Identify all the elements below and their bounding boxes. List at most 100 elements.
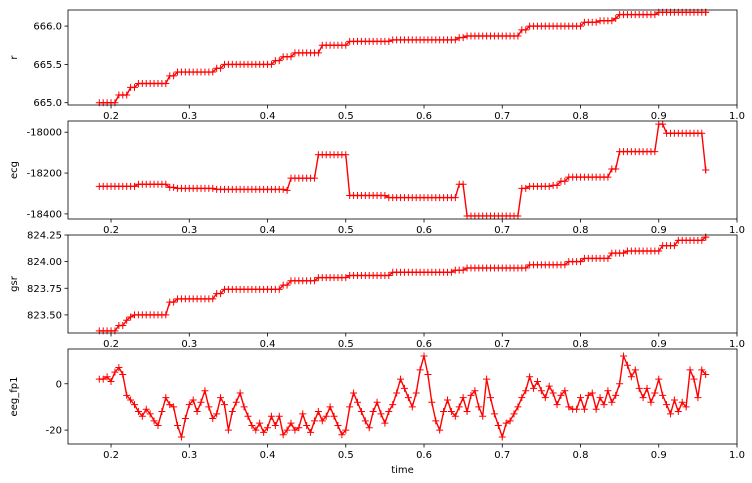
data-point <box>150 417 158 425</box>
data-point <box>346 403 354 411</box>
data-point <box>663 401 671 409</box>
data-point <box>252 426 260 434</box>
data-point <box>279 185 287 193</box>
data-point <box>573 405 581 413</box>
axes-frame <box>67 120 738 220</box>
data-point <box>698 366 706 374</box>
data-point <box>158 408 166 416</box>
data-point <box>361 417 369 425</box>
series-line <box>99 11 706 104</box>
data-point <box>373 398 381 406</box>
data-point <box>577 258 585 266</box>
x-tick-label: 0.4 <box>260 450 276 461</box>
series-markers <box>95 8 710 107</box>
data-point <box>643 384 651 392</box>
data-point <box>565 403 573 411</box>
series-markers <box>95 120 710 220</box>
data-point <box>381 419 389 427</box>
data-point <box>357 408 365 416</box>
data-point <box>545 182 553 190</box>
data-point <box>381 192 389 200</box>
series-line <box>99 236 707 332</box>
x-tick-label: 0.4 <box>260 225 276 236</box>
data-point <box>522 387 530 395</box>
data-point <box>502 419 510 427</box>
data-point <box>522 26 530 34</box>
data-point <box>479 412 487 420</box>
y-tick-label: 823.50 <box>27 310 62 321</box>
data-point <box>131 182 139 190</box>
data-point <box>604 254 612 262</box>
data-point <box>612 391 620 399</box>
data-point <box>451 412 459 420</box>
x-tick-label: 0.9 <box>651 111 667 122</box>
data-point <box>162 311 170 319</box>
data-point <box>279 431 287 439</box>
data-point <box>103 373 111 381</box>
data-point <box>447 268 455 276</box>
data-point <box>436 426 444 434</box>
data-point <box>142 405 150 413</box>
data-point <box>283 426 291 434</box>
data-point <box>459 266 467 274</box>
x-tick-label: 0.6 <box>416 339 432 350</box>
data-point <box>271 421 279 429</box>
data-point <box>377 410 385 418</box>
data-point <box>134 408 142 416</box>
data-point <box>670 242 678 250</box>
x-tick-label: 0.5 <box>338 111 354 122</box>
data-point <box>584 391 592 399</box>
data-point <box>471 387 479 395</box>
data-point <box>201 387 209 395</box>
data-point <box>545 382 553 390</box>
data-point <box>131 401 139 409</box>
data-point <box>400 384 408 392</box>
x-tick-label: 0.9 <box>651 225 667 236</box>
data-point <box>256 419 264 427</box>
x-tick-label: 0.9 <box>651 450 667 461</box>
data-point <box>451 36 459 44</box>
data-point <box>236 389 244 397</box>
x-tick-label: 0.7 <box>494 111 510 122</box>
data-point <box>490 410 498 418</box>
data-point <box>541 394 549 402</box>
data-point <box>655 247 663 255</box>
data-point <box>244 412 252 420</box>
data-point <box>162 394 170 402</box>
data-point <box>580 405 588 413</box>
data-point <box>314 49 322 57</box>
data-point <box>553 401 561 409</box>
data-point <box>189 396 197 404</box>
data-point <box>240 403 248 411</box>
y-tick-label: -18000 <box>27 128 62 139</box>
data-point <box>107 377 115 385</box>
data-point <box>197 398 205 406</box>
data-point <box>670 396 678 404</box>
y-tick-label: 665.0 <box>33 98 62 109</box>
y-tick-label: -18400 <box>27 209 62 220</box>
data-point <box>604 173 612 181</box>
axes-frame <box>67 9 738 106</box>
data-point <box>185 401 193 409</box>
data-point <box>275 412 283 420</box>
y-tick-label: -20 <box>46 426 62 437</box>
data-point <box>338 431 346 439</box>
data-point <box>608 398 616 406</box>
data-point <box>514 403 522 411</box>
x-tick-label: 0.5 <box>338 450 354 461</box>
x-tick-label: 0.9 <box>651 339 667 350</box>
data-point <box>228 408 236 416</box>
data-point <box>181 415 189 423</box>
data-point <box>416 366 424 374</box>
data-point <box>385 271 393 279</box>
data-point <box>557 391 565 399</box>
y-tick-label: 665.5 <box>33 60 62 71</box>
data-point <box>123 91 131 99</box>
data-point <box>522 264 530 272</box>
y-tick-label: 823.75 <box>27 284 62 295</box>
y-axis-label: r <box>9 55 20 60</box>
axes-frame <box>67 234 738 334</box>
data-point <box>369 408 377 416</box>
panel-1: 0.2 0.3 0.4 0.5 0.6 0.7 0.8 0.9 1.0 665.0 665.5 666… <box>9 8 745 122</box>
data-point <box>127 313 135 321</box>
